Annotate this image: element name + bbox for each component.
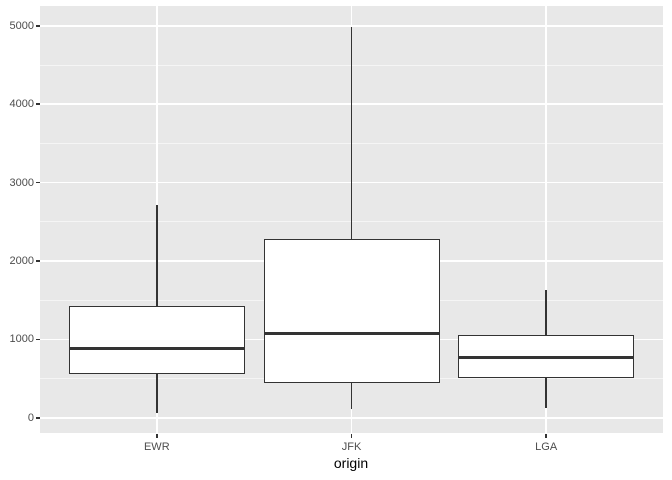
x-axis-title: origin xyxy=(333,455,369,471)
lower-whisker xyxy=(545,377,547,408)
x-axis-tick xyxy=(156,433,158,438)
y-axis-tick xyxy=(36,181,40,184)
y-tick-label: 1000 xyxy=(9,333,34,346)
gridline-vertical xyxy=(545,6,547,433)
y-axis-tick xyxy=(36,103,40,105)
plot-panel xyxy=(40,6,663,433)
upper-whisker xyxy=(545,290,547,336)
x-axis-tick xyxy=(350,433,353,438)
median-line xyxy=(458,355,635,359)
y-tick-label: 4000 xyxy=(9,98,34,111)
x-axis-tick xyxy=(545,433,547,438)
x-tick-label: EWR xyxy=(143,441,170,453)
y-axis-tick xyxy=(36,338,40,341)
median-line xyxy=(263,331,440,335)
boxplot-box xyxy=(263,239,440,384)
lower-whisker xyxy=(350,382,353,409)
y-tick-label: 3000 xyxy=(9,176,34,189)
median-line xyxy=(68,346,245,350)
y-tick-label: 0 xyxy=(27,411,34,424)
upper-whisker xyxy=(156,204,158,307)
y-tick-label: 2000 xyxy=(9,255,34,267)
x-tick-label: LGA xyxy=(535,441,558,453)
y-axis-tick xyxy=(36,260,40,262)
y-axis-tick xyxy=(36,417,40,419)
y-tick-label: 5000 xyxy=(9,19,34,32)
lower-whisker xyxy=(156,373,158,413)
y-axis-tick xyxy=(36,25,40,27)
x-tick-label: JFK xyxy=(341,441,362,453)
boxplot-box xyxy=(68,306,245,374)
upper-whisker xyxy=(350,27,353,241)
